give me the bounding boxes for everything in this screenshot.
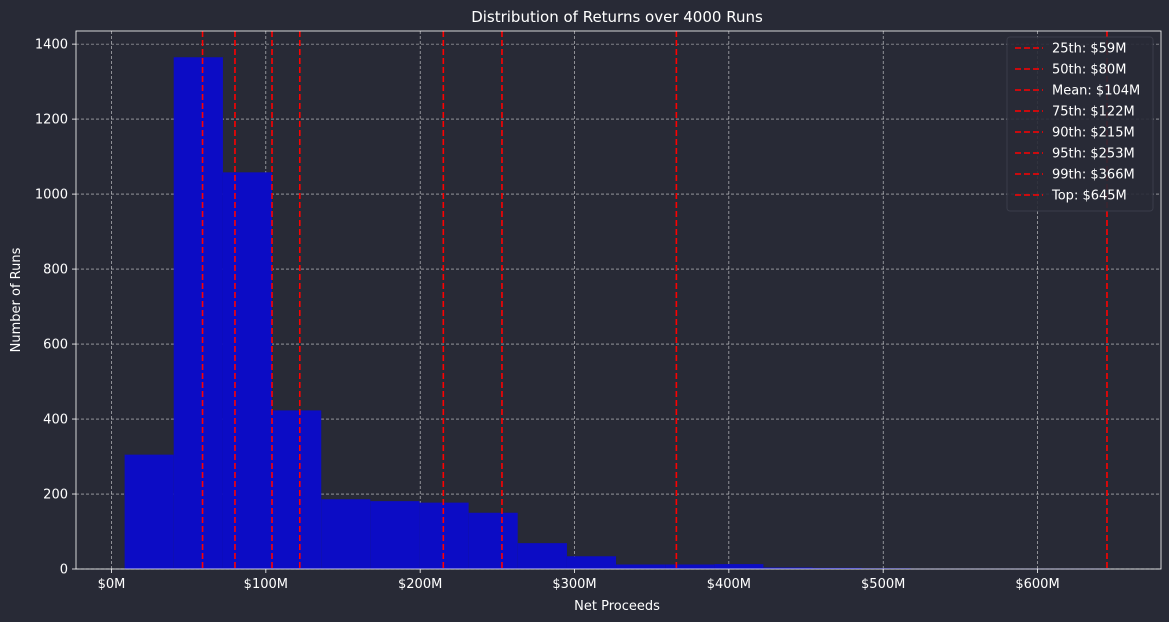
legend-label: 75th: $122M	[1052, 105, 1135, 120]
x-tick-label: $0M	[98, 577, 126, 592]
y-tick-label: 1000	[35, 188, 68, 203]
x-tick-label: $500M	[861, 577, 905, 592]
legend: 25th: $59M 50th: $80M Mean: $104M 75th: $12…	[1006, 36, 1154, 212]
histogram-bar	[321, 499, 371, 569]
legend-label: Mean: $104M	[1052, 84, 1140, 99]
y-tick-label: 0	[60, 563, 68, 578]
x-tick-label: $100M	[244, 577, 288, 592]
legend-label: 99th: $366M	[1052, 168, 1135, 183]
histogram-bar	[566, 556, 617, 569]
histogram-bars	[124, 57, 1108, 570]
histogram-bar	[173, 57, 223, 570]
y-tick-label: 400	[43, 413, 68, 428]
histogram-bar	[812, 567, 862, 569]
histogram-bar	[763, 567, 813, 569]
legend-label: 95th: $253M	[1052, 147, 1135, 162]
x-axis-ticks: $0M $100M $200M $300M $400M $500M $600M	[98, 569, 1060, 592]
legend-label: 25th: $59M	[1052, 42, 1126, 57]
legend-box	[1006, 36, 1154, 212]
x-tick-label: $300M	[552, 577, 596, 592]
plot-frame	[75, 30, 1162, 570]
legend-label: Top: $645M	[1051, 189, 1127, 204]
histogram-bar	[714, 564, 764, 569]
legend-label: 50th: $80M	[1052, 63, 1126, 78]
y-tick-label: 1400	[35, 38, 68, 53]
histogram-bar	[124, 454, 174, 569]
histogram-bar	[665, 564, 715, 569]
histogram-bar	[370, 501, 420, 569]
y-axis-label: Number of Runs	[9, 247, 24, 352]
x-tick-label: $600M	[1015, 577, 1059, 592]
histogram-bar	[272, 410, 322, 569]
histogram-bar	[616, 564, 666, 569]
y-tick-label: 600	[43, 338, 68, 353]
x-axis-label: Net Proceeds	[574, 599, 660, 614]
histogram-bar	[222, 172, 273, 569]
histogram-bar	[517, 543, 567, 569]
legend-label: 90th: $215M	[1052, 126, 1135, 141]
y-tick-label: 800	[43, 263, 68, 278]
y-tick-label: 1200	[35, 113, 68, 128]
x-tick-label: $200M	[398, 577, 442, 592]
histogram-bar	[468, 512, 518, 569]
y-tick-label: 200	[43, 488, 68, 503]
y-axis-ticks: 0 200 400 600 800 1000 1200 1400	[35, 38, 76, 578]
chart-title: Distribution of Returns over 4000 Runs	[471, 8, 763, 26]
x-tick-label: $400M	[707, 577, 751, 592]
